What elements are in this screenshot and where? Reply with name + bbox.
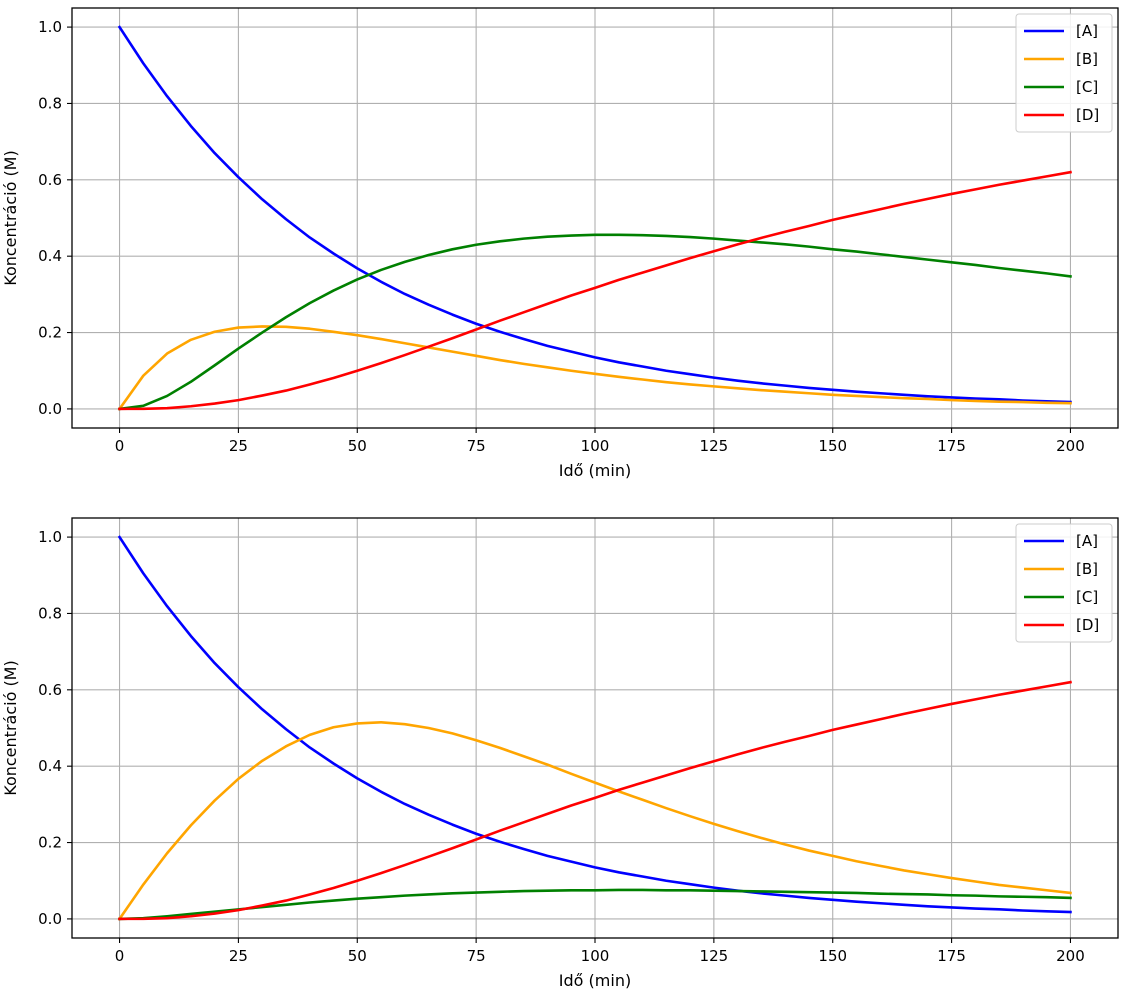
x-tick-label: 0 — [115, 947, 125, 965]
legend-label-b: [B] — [1076, 560, 1098, 578]
legend-label-a: [A] — [1076, 22, 1098, 40]
series-line-a — [117, 25, 1072, 404]
x-tick-label: 100 — [581, 947, 610, 965]
x-tick-label: 200 — [1056, 947, 1085, 965]
x-tick-label: 25 — [229, 437, 248, 455]
series-line-d — [118, 680, 1072, 921]
x-tick-label: 100 — [581, 437, 610, 455]
x-tick-label: 50 — [348, 437, 367, 455]
x-tick-label: 125 — [700, 947, 729, 965]
x-tick-label: 150 — [818, 947, 847, 965]
y-tick-label: 0.0 — [38, 400, 62, 418]
chart-top: 0 25 50 75 100 125 150 175 200 0.0 0.2 0.4 0.6 0.8 1.0… — [1, 7, 1119, 480]
x-axis-label: Idő (min) — [559, 461, 631, 480]
x-axis-label: Idő (min) — [559, 971, 631, 990]
x-tick-label: 0 — [115, 437, 125, 455]
x-tick-label: 25 — [229, 947, 248, 965]
y-tick-label: 0.2 — [38, 834, 62, 852]
y-tick-label: 0.4 — [38, 757, 62, 775]
legend-label-c: [C] — [1076, 588, 1098, 606]
y-tick-label: 0.0 — [38, 910, 62, 928]
series-line-d — [118, 170, 1072, 411]
legend: [A] [B] [C] [D] — [1015, 13, 1113, 133]
legend-box — [1015, 523, 1113, 643]
x-tick-label: 75 — [467, 437, 486, 455]
y-axis-label: Koncentráció (M) — [1, 150, 20, 285]
legend-label-c: [C] — [1076, 78, 1098, 96]
legend-label-d: [D] — [1076, 106, 1099, 124]
series-line-c — [118, 233, 1072, 411]
x-tick-label: 175 — [937, 437, 966, 455]
x-tick-label: 75 — [467, 947, 486, 965]
y-tick-label: 0.4 — [38, 247, 62, 265]
legend-label-d: [D] — [1076, 616, 1099, 634]
y-tick-label: 0.8 — [38, 94, 62, 112]
y-tick-label: 0.2 — [38, 324, 62, 342]
y-tick-label: 0.6 — [38, 171, 62, 189]
legend-label-a: [A] — [1076, 532, 1098, 550]
legend-box — [1015, 13, 1113, 133]
series-line-b — [117, 325, 1072, 411]
x-tick-label: 175 — [937, 947, 966, 965]
legend: [A] [B] [C] [D] — [1015, 523, 1113, 643]
legend-label-b: [B] — [1076, 50, 1098, 68]
series-line-a — [117, 535, 1072, 914]
y-axis-label: Koncentráció (M) — [1, 660, 20, 795]
y-tick-label: 0.6 — [38, 681, 62, 699]
series-line-b — [117, 720, 1072, 921]
y-tick-label: 1.0 — [38, 18, 62, 36]
series-line-c — [118, 888, 1072, 921]
x-tick-label: 150 — [818, 437, 847, 455]
x-tick-label: 50 — [348, 947, 367, 965]
y-tick-label: 0.8 — [38, 604, 62, 622]
y-tick-label: 1.0 — [38, 528, 62, 546]
x-tick-label: 200 — [1056, 437, 1085, 455]
chart-bottom: 0 25 50 75 100 125 150 175 200 0.0 0.2 0.4 0.6 0.8 1.0… — [1, 517, 1119, 990]
x-tick-label: 125 — [700, 437, 729, 455]
